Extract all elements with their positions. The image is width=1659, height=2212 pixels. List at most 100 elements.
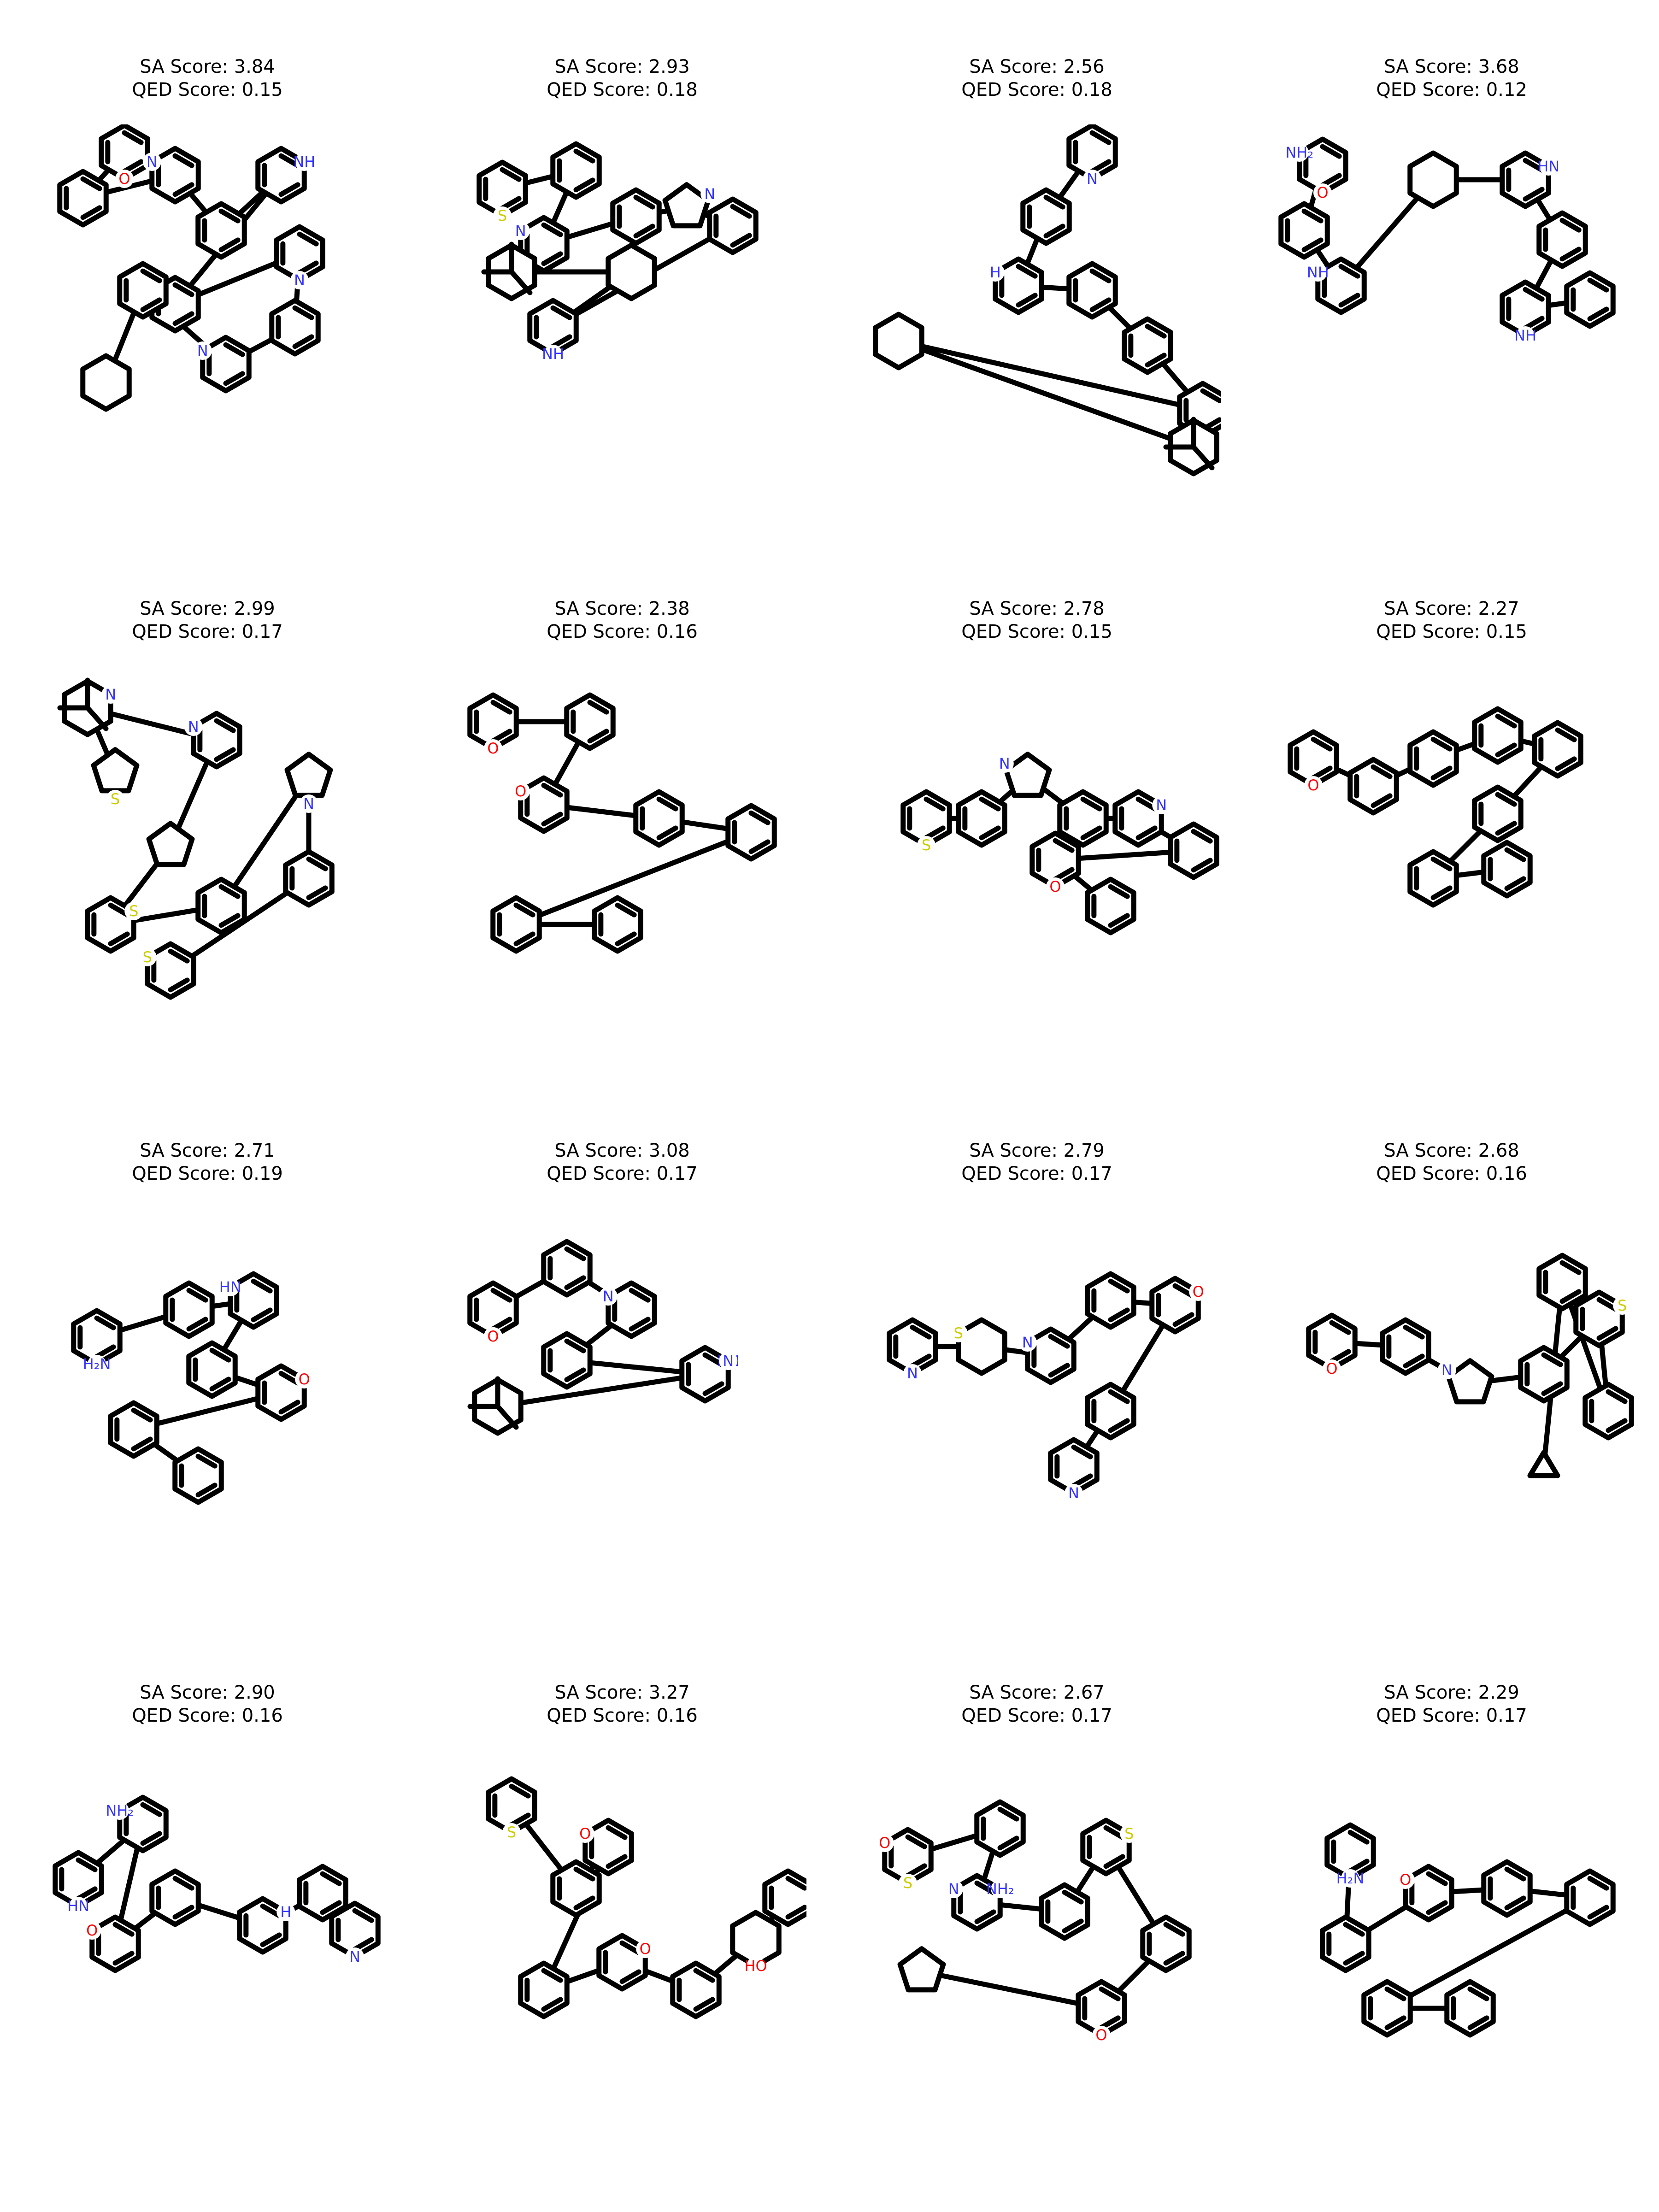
atom-label: N — [723, 1352, 734, 1370]
double-bond — [997, 1806, 1019, 1822]
bond — [218, 774, 312, 909]
qed-score-label: QED Score: 0.17 — [961, 1163, 1112, 1184]
double-bond — [1053, 838, 1075, 853]
double-bond — [131, 1407, 153, 1423]
double-bond — [214, 747, 236, 762]
double-bond — [1343, 1951, 1365, 1966]
double-bond — [80, 205, 102, 220]
double-bond — [186, 1288, 208, 1303]
double-bond — [633, 224, 655, 239]
atom-label: O — [879, 1834, 890, 1852]
atom-label: S — [143, 948, 152, 966]
methyl-bond — [509, 269, 533, 295]
double-bond — [1145, 324, 1167, 339]
double-bond — [1108, 1418, 1130, 1433]
qed-score-label: QED Score: 0.17 — [132, 621, 283, 642]
molecule-drawing: NH — [873, 124, 1221, 477]
molecule-panel: SA Score: 2.27 QED Score: 0.15 O — [1244, 542, 1659, 1084]
molecule-drawing: S N S O O NH₂ — [875, 1799, 1192, 2044]
atom-label-bg — [295, 153, 314, 171]
double-bond — [1523, 316, 1545, 331]
atom-label-bg — [747, 1957, 765, 1975]
atom-label-bg — [346, 1947, 364, 1966]
atom-label-bg — [1290, 143, 1309, 162]
sa-score-label: SA Score: 2.68 — [1384, 1140, 1519, 1161]
atom-label: N — [907, 1365, 918, 1382]
sa-score-label: SA Score: 2.79 — [969, 1140, 1105, 1161]
atom-label: NH — [542, 345, 564, 363]
atom-label-bg — [493, 206, 512, 225]
double-bond — [94, 1315, 116, 1330]
double-bond — [1062, 1889, 1084, 1905]
double-bond — [218, 913, 241, 928]
double-bond — [785, 1905, 806, 1920]
panel-title: SA Score: 3.08 QED Score: 0.17 — [415, 1139, 830, 1185]
double-bond — [1053, 867, 1075, 882]
double-bond — [1495, 713, 1517, 729]
sa-score-label: SA Score: 2.71 — [140, 1140, 275, 1161]
molecule-panel: SA Score: 2.78 QED Score: 0.15 S N N O — [830, 542, 1244, 1084]
double-bond — [1071, 1473, 1093, 1488]
double-bond — [1320, 173, 1342, 188]
double-bond — [352, 1908, 374, 1923]
double-bond — [223, 371, 245, 386]
atom-label: S — [111, 790, 120, 808]
atom-label-bg — [1341, 1869, 1359, 1888]
cyclopropyl-ring — [1527, 1450, 1560, 1478]
atom-label: S — [507, 1824, 516, 1841]
panel-title: SA Score: 2.90 QED Score: 0.16 — [0, 1681, 415, 1727]
double-bond — [1504, 1866, 1526, 1882]
qed-score-label: QED Score: 0.12 — [1376, 79, 1527, 100]
double-bond — [1172, 1312, 1194, 1327]
double-bond — [260, 1932, 282, 1947]
double-bond — [513, 902, 535, 918]
atom-label: S — [129, 902, 138, 920]
double-bond — [1135, 825, 1158, 841]
atom-label: N — [349, 1948, 360, 1965]
double-bond — [297, 260, 319, 276]
qed-score-label: QED Score: 0.16 — [132, 1705, 283, 1726]
panel-title: SA Score: 3.27 QED Score: 0.16 — [415, 1681, 830, 1727]
double-bond — [223, 342, 245, 357]
double-bond — [587, 700, 609, 715]
double-bond — [550, 334, 572, 349]
double-bond — [1523, 158, 1545, 173]
atom-label-bg — [115, 170, 134, 188]
atom-label-bg — [142, 153, 161, 171]
molecule-drawing: H₂N O — [1320, 1822, 1616, 2038]
double-bond — [1089, 297, 1112, 312]
molecule-structure: S N N NH — [438, 124, 806, 493]
panel-title: SA Score: 2.71 QED Score: 0.19 — [0, 1139, 415, 1185]
atom-label-bg — [991, 1880, 1010, 1898]
double-bond — [292, 305, 314, 320]
double-bond — [573, 148, 595, 164]
double-bond — [1430, 736, 1453, 752]
double-bond — [209, 1347, 231, 1363]
double-bond — [541, 222, 563, 237]
qed-score-label: QED Score: 0.15 — [132, 79, 283, 100]
sa-score-label: SA Score: 2.99 — [140, 598, 275, 619]
qed-score-label: QED Score: 0.17 — [1376, 1705, 1527, 1726]
double-bond — [490, 1317, 512, 1332]
atom-label-bg — [101, 685, 120, 704]
double-bond — [1504, 1895, 1526, 1911]
atom-label-bg — [1092, 2026, 1111, 2044]
double-bond — [629, 1317, 651, 1332]
sa-score-label: SA Score: 2.56 — [969, 56, 1105, 77]
bond — [541, 1844, 611, 1993]
atom-label: O — [86, 1922, 98, 1939]
atom-label-bg — [511, 782, 530, 800]
double-bond — [320, 1900, 342, 1915]
double-bond — [1135, 796, 1158, 812]
double-bond — [1347, 1830, 1370, 1845]
sa-score-label: SA Score: 3.68 — [1384, 56, 1519, 77]
double-bond — [1371, 793, 1393, 808]
double-bond — [1043, 224, 1065, 239]
double-bond — [76, 1857, 98, 1872]
thiazole-ring — [146, 821, 195, 867]
atom-label: H — [990, 264, 1001, 281]
molecule-drawing: S N S N S N — [57, 677, 335, 1000]
double-bond — [251, 1278, 273, 1294]
